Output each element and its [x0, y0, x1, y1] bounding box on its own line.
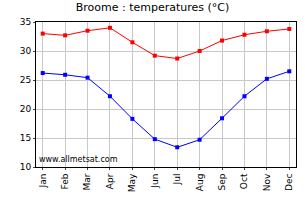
svg-text:25: 25: [20, 75, 31, 85]
svg-text:Broome : temperatures (°C): Broome : temperatures (°C): [76, 1, 230, 14]
svg-text:Jun: Jun: [150, 174, 160, 189]
svg-text:Jul: Jul: [172, 174, 182, 186]
svg-text:35: 35: [20, 17, 31, 27]
svg-text:Sep: Sep: [217, 173, 227, 190]
svg-text:Apr: Apr: [105, 173, 115, 189]
svg-text:Aug: Aug: [195, 174, 205, 192]
svg-text:15: 15: [20, 133, 31, 143]
svg-text:Mar: Mar: [82, 173, 92, 190]
svg-text:30: 30: [20, 46, 32, 56]
svg-text:20: 20: [20, 104, 32, 114]
svg-text:Dec: Dec: [284, 174, 294, 191]
svg-text:10: 10: [20, 162, 32, 172]
svg-text:Feb: Feb: [60, 173, 70, 189]
svg-text:Oct: Oct: [239, 173, 249, 189]
svg-text:May: May: [127, 173, 137, 192]
svg-text:Jan: Jan: [38, 174, 48, 189]
svg-text:Nov: Nov: [262, 173, 272, 191]
svg-text:www.allmetsat.com: www.allmetsat.com: [39, 155, 118, 164]
